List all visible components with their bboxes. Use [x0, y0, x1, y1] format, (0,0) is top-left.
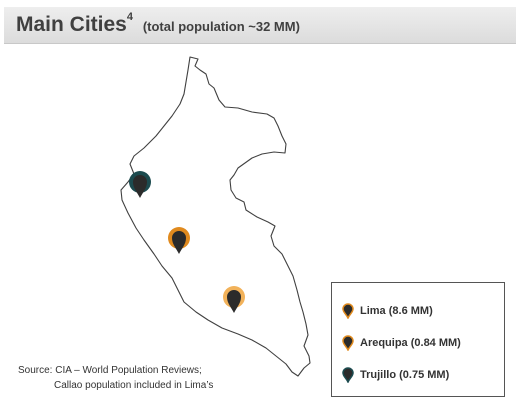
trujillo-pin-icon[interactable]: [129, 171, 151, 198]
title-text: Main Cities: [16, 13, 127, 36]
legend-label: Arequipa (0.84 MM): [360, 337, 461, 349]
source-note: Source: CIA – World Population Reviews; …: [18, 363, 213, 393]
header-bar: Main Cities4 (total population ~32 MM): [4, 7, 516, 44]
legend-item-lima: Lima (8.6 MM): [342, 301, 433, 321]
source-line-2: Callao population included in Lima’s: [54, 380, 214, 391]
map-pin-icon: [342, 367, 354, 383]
peru-map: [120, 56, 311, 377]
map-pin-icon: [342, 335, 354, 351]
map-panel: [12, 50, 376, 398]
peru-outline: [120, 56, 311, 377]
arequipa-pin-icon[interactable]: [223, 286, 245, 313]
source-line-1: Source: CIA – World Population Reviews;: [18, 365, 202, 376]
legend-item-trujillo: Trujillo (0.75 MM): [342, 365, 449, 385]
legend-label: Lima (8.6 MM): [360, 305, 433, 317]
legend-item-arequipa: Arequipa (0.84 MM): [342, 333, 461, 353]
legend-label: Trujillo (0.75 MM): [360, 369, 450, 381]
lima-pin-icon[interactable]: [168, 227, 190, 254]
legend-box: Lima (8.6 MM) Arequipa (0.84 MM) Trujill…: [331, 282, 505, 397]
footnote-marker: 4: [126, 11, 133, 23]
page-subtitle: (total population ~32 MM): [142, 19, 300, 34]
page-title: Main Cities4 (total population ~32 MM): [16, 11, 300, 37]
map-pin-icon: [342, 303, 354, 319]
